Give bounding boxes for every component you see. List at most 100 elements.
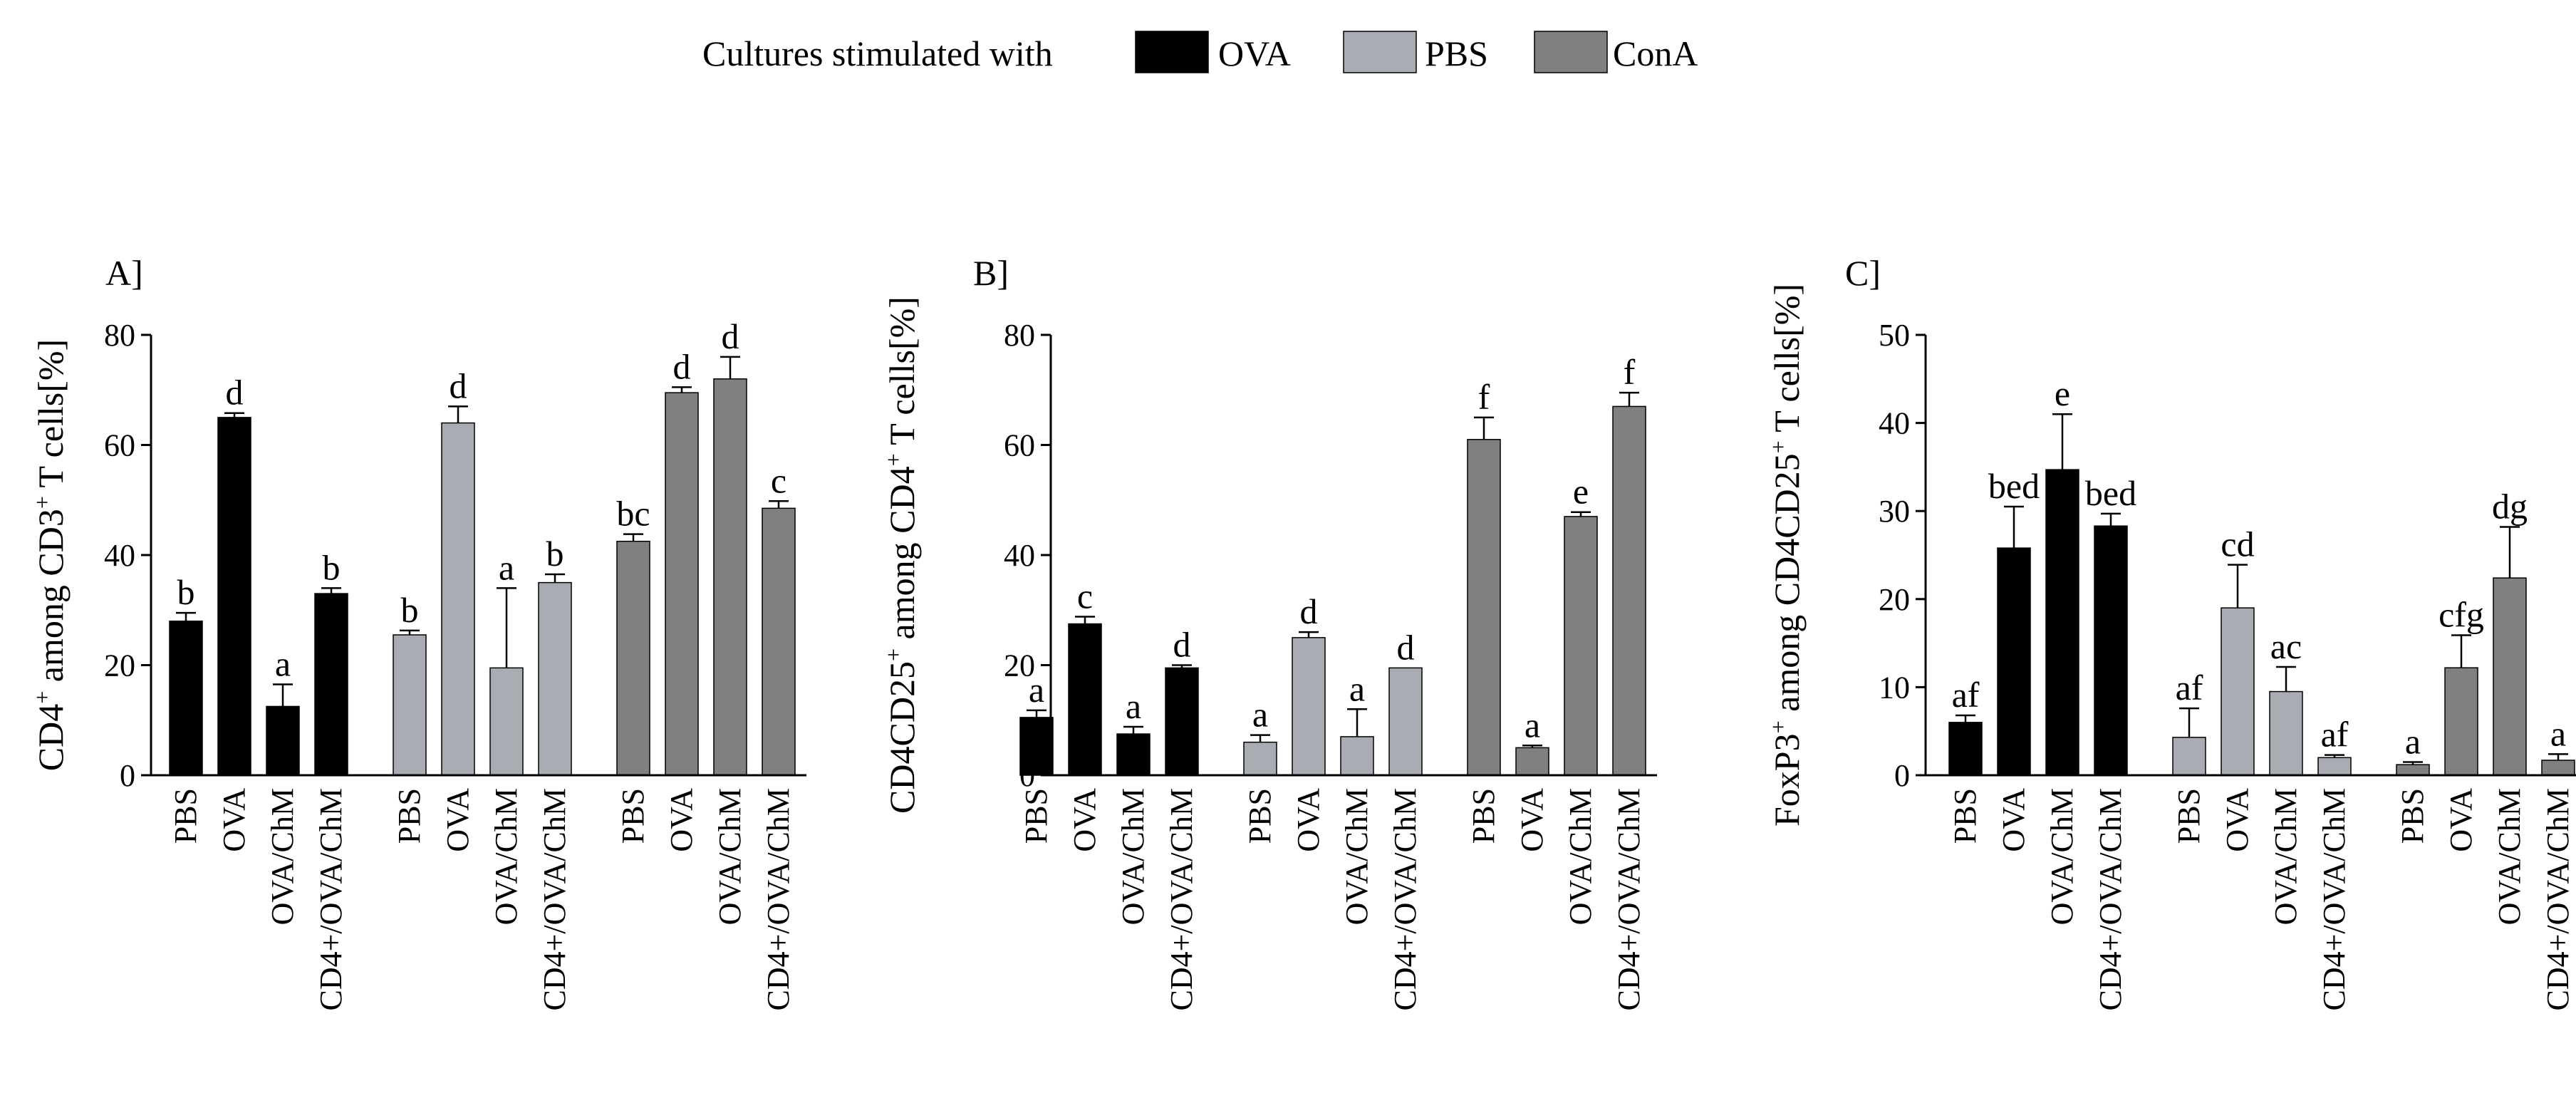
bar-cona-1	[1515, 747, 1549, 776]
category-label-ova-1: OVA	[1067, 788, 1102, 852]
category-label-cona-1: OVA	[1515, 788, 1549, 852]
sig-letter-pbs-3: b	[546, 534, 564, 574]
category-label-cona-0: PBS	[616, 788, 650, 844]
sig-letter-pbs-1: cd	[2221, 524, 2254, 564]
category-label-pbs-0: PBS	[2171, 788, 2206, 844]
sig-letter-pbs-0: b	[401, 590, 419, 630]
category-label-pbs-3: CD4+/OVA/ChM	[537, 788, 572, 1011]
bar-pbs-3	[2317, 757, 2352, 776]
sig-letter-pbs-0: af	[2176, 668, 2203, 708]
sig-letter-pbs-1: d	[450, 366, 467, 405]
y-tick-label: 20	[1879, 582, 1910, 617]
sig-letter-pbs-2: a	[1349, 668, 1365, 708]
sig-letter-ova-0: af	[1952, 675, 1980, 715]
y-tick-label: 60	[1004, 428, 1035, 463]
y-tick-label: 60	[104, 428, 135, 463]
sig-letter-pbs-0: a	[1252, 695, 1268, 735]
bar-cona-3	[762, 507, 796, 776]
category-label-pbs-1: OVA	[2220, 788, 2255, 852]
bar-cona-2	[2493, 577, 2527, 776]
category-label-cona-0: PBS	[2395, 788, 2430, 844]
y-tick-label: 10	[1879, 670, 1910, 705]
bar-pbs-3	[1388, 667, 1423, 776]
category-label-pbs-2: OVA/ChM	[489, 788, 524, 925]
category-label-pbs-0: PBS	[392, 788, 427, 844]
bar-pbs-2	[1340, 736, 1374, 776]
panel-label: A]	[105, 253, 143, 293]
sig-letter-pbs-2: ac	[2270, 626, 2302, 666]
bar-cona-0	[616, 540, 650, 776]
category-label-ova-3: CD4+/OVA/ChM	[1164, 788, 1199, 1011]
y-tick-label: 80	[1004, 318, 1035, 353]
category-label-cona-3: CD4+/OVA/ChM	[1611, 788, 1646, 1011]
y-tick-label: 20	[104, 648, 135, 683]
bar-ova-2	[2045, 469, 2079, 776]
sig-letter-pbs-2: a	[499, 547, 514, 587]
y-axis-label: FoxP3+ among CD4CD25+ T cells[%]	[1765, 284, 1807, 827]
bar-cona-2	[713, 378, 747, 776]
sig-letter-pbs-3: af	[2321, 715, 2349, 755]
sig-letter-ova-0: a	[1029, 670, 1044, 710]
category-label-cona-1: OVA	[664, 788, 699, 852]
bar-pbs-3	[538, 581, 572, 776]
sig-letter-cona-3: c	[771, 460, 786, 500]
bar-cona-1	[665, 392, 699, 776]
panel-label: C]	[1845, 253, 1881, 293]
category-label-pbs-0: PBS	[1242, 788, 1277, 844]
category-label-ova-3: CD4+/OVA/ChM	[313, 788, 348, 1011]
category-label-cona-1: OVA	[2443, 788, 2478, 852]
category-label-pbs-1: OVA	[440, 788, 475, 852]
y-tick-label: 20	[1004, 648, 1035, 683]
sig-letter-cona-1: cfg	[2439, 594, 2484, 634]
y-axis-label: CD4+ among CD3+ T cells[%]	[29, 339, 71, 771]
bar-cona-3	[1612, 405, 1646, 776]
sig-letter-pbs-1: d	[1300, 591, 1318, 631]
sig-letter-ova-1: d	[226, 373, 244, 413]
bar-cona-2	[1564, 516, 1598, 776]
bar-pbs-1	[1292, 637, 1326, 776]
category-label-ova-2: OVA/ChM	[265, 788, 300, 925]
bar-pbs-0	[2172, 737, 2206, 776]
y-tick-label: 40	[1004, 538, 1035, 573]
category-label-ova-2: OVA/ChM	[2045, 788, 2079, 925]
panel-label: B]	[973, 253, 1009, 293]
y-tick-label: 30	[1879, 494, 1910, 529]
category-label-cona-2: OVA/ChM	[712, 788, 747, 925]
category-label-pbs-1: OVA	[1291, 788, 1326, 852]
sig-letter-ova-1: c	[1077, 576, 1093, 616]
sig-letter-ova-3: b	[323, 547, 341, 587]
panels: A] CD4+ among CD3+ T cells[%] 0 20 40 60 80 b PB…	[29, 253, 2576, 1011]
legend-label-ova: OVA	[1218, 33, 1291, 73]
category-label-ova-0: PBS	[1019, 788, 1054, 844]
sig-letter-ova-3: d	[1173, 625, 1191, 665]
legend-label-cona: ConA	[1613, 33, 1698, 73]
y-tick-label: 0	[1894, 758, 1910, 793]
category-label-ova-2: OVA/ChM	[1116, 788, 1151, 925]
legend-label-pbs: PBS	[1425, 33, 1488, 73]
sig-letter-cona-2: dg	[2492, 486, 2528, 526]
sig-letter-cona-1: d	[673, 346, 691, 386]
sig-letter-cona-0: a	[2405, 721, 2421, 761]
category-label-ova-0: PBS	[168, 788, 203, 844]
y-tick-label: 40	[104, 538, 135, 573]
sig-letter-cona-0: f	[1478, 377, 1490, 417]
sig-letter-ova-3: bed	[2085, 473, 2136, 513]
category-label-cona-0: PBS	[1466, 788, 1501, 844]
sig-letter-cona-3: a	[2550, 713, 2566, 753]
bar-ova-1	[1068, 623, 1102, 776]
bar-cona-1	[2444, 667, 2478, 776]
legend-swatch-cona	[1534, 31, 1608, 73]
bar-ova-2	[1116, 733, 1151, 776]
category-label-cona-3: CD4+/OVA/ChM	[2540, 788, 2575, 1011]
bar-pbs-1	[441, 422, 475, 776]
category-label-pbs-2: OVA/ChM	[1339, 788, 1374, 925]
sig-letter-cona-1: a	[1525, 705, 1540, 745]
y-tick-label: 40	[1879, 406, 1910, 441]
category-label-cona-2: OVA/ChM	[1563, 788, 1598, 925]
sig-letter-ova-2: a	[275, 644, 291, 684]
bar-pbs-0	[393, 634, 427, 776]
chart-panel-1: A] CD4+ among CD3+ T cells[%] 0 20 40 60 80 b PB…	[29, 253, 806, 1011]
bar-cona-3	[2541, 760, 2575, 776]
bar-ova-3	[314, 593, 348, 776]
y-tick-label: 0	[120, 758, 135, 793]
